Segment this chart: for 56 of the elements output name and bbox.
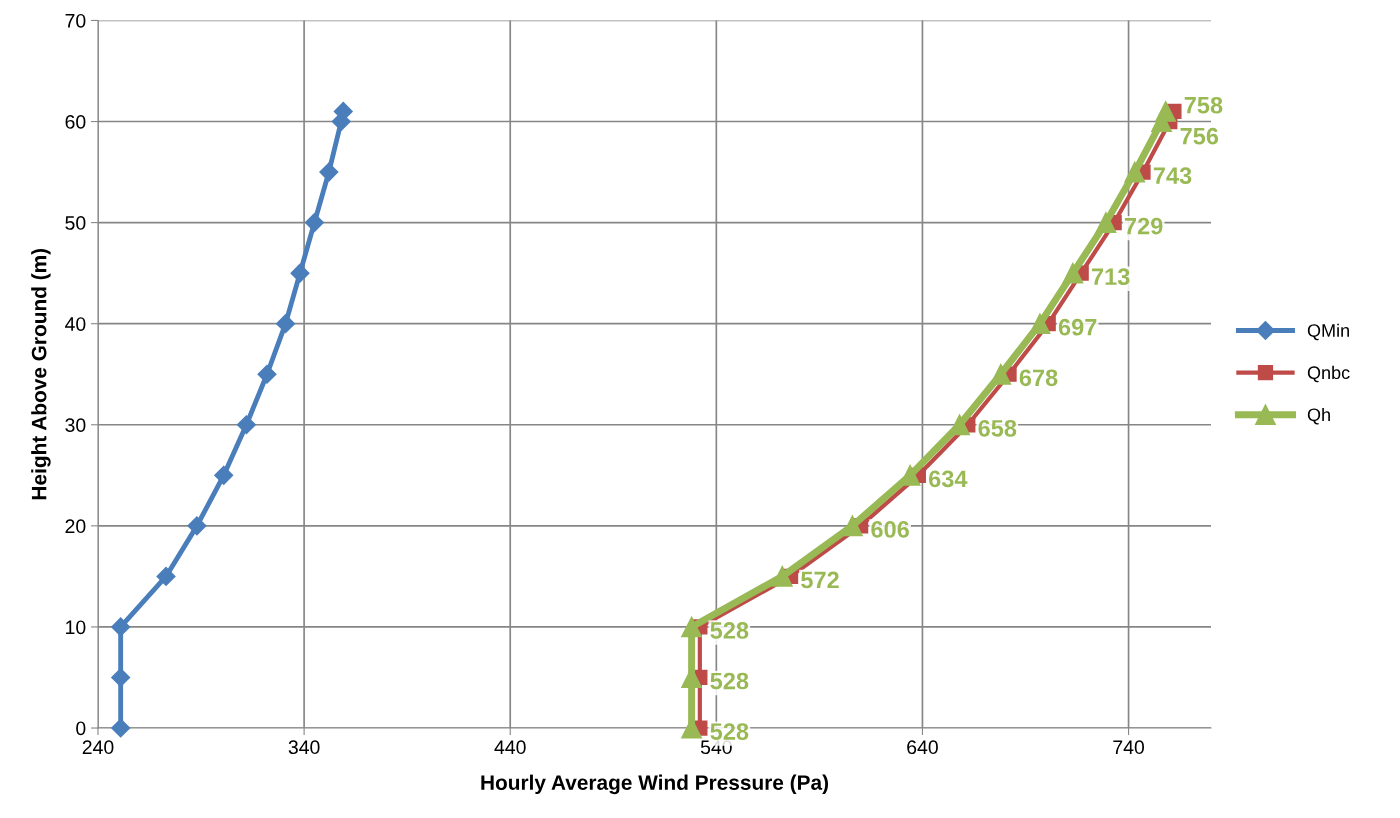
point	[1124, 161, 1146, 183]
x-axis-title: Hourly Average Wind Pressure (Pa)	[481, 774, 828, 795]
annotation: 528	[710, 622, 749, 639]
x-tick-label: 340	[288, 740, 320, 755]
annotation: 678	[1019, 369, 1058, 387]
y-tick-label: 50	[65, 216, 86, 230]
legend-label: Qnbc	[1307, 365, 1350, 383]
point	[1029, 313, 1051, 335]
legend-label: Qh	[1307, 407, 1330, 425]
annotation: 697	[1058, 318, 1097, 336]
point	[304, 213, 324, 233]
y-tick-label: 10	[66, 620, 86, 635]
y-tick-label: 70	[65, 13, 86, 28]
point	[290, 263, 310, 283]
annotation: 758	[1184, 96, 1223, 114]
y-axis-title: Height Above Ground (m)	[31, 248, 51, 500]
point	[111, 718, 131, 738]
y-tick-label: 0	[76, 721, 86, 736]
annotation: 528	[710, 723, 749, 740]
point	[771, 565, 793, 587]
point	[257, 364, 277, 384]
point	[333, 101, 353, 121]
point	[1062, 262, 1084, 284]
y-tick-label: 40	[65, 317, 86, 331]
point	[111, 617, 131, 637]
point	[1095, 212, 1117, 234]
annotation: 713	[1091, 268, 1130, 286]
annotation: 528	[710, 672, 749, 690]
point	[319, 162, 339, 182]
point	[187, 516, 207, 536]
annotation: 572	[801, 571, 839, 589]
y-tick-label: 20	[65, 519, 86, 534]
legend-label: QMin	[1307, 323, 1349, 341]
x-tick-label: 740	[1113, 740, 1145, 755]
point	[236, 415, 256, 435]
annotation: 756	[1180, 127, 1219, 145]
point	[1155, 101, 1177, 122]
point	[156, 566, 176, 586]
y-tick-label: 60	[65, 115, 86, 129]
annotation: 658	[978, 419, 1017, 437]
x-tick-label: 540	[700, 740, 732, 755]
y-tick-label: 30	[65, 418, 86, 433]
point	[990, 363, 1012, 385]
x-tick-label: 240	[82, 740, 114, 755]
point	[111, 667, 131, 688]
annotation: 729	[1124, 217, 1163, 235]
point	[681, 616, 703, 638]
annotation: 634	[929, 470, 968, 488]
point	[214, 465, 234, 485]
annotation: 606	[871, 521, 909, 538]
point	[949, 414, 970, 436]
point	[841, 515, 863, 537]
x-tick-label: 640	[907, 740, 938, 755]
annotation: 743	[1153, 167, 1192, 184]
point	[276, 314, 296, 334]
x-tick-label: 440	[494, 740, 526, 755]
